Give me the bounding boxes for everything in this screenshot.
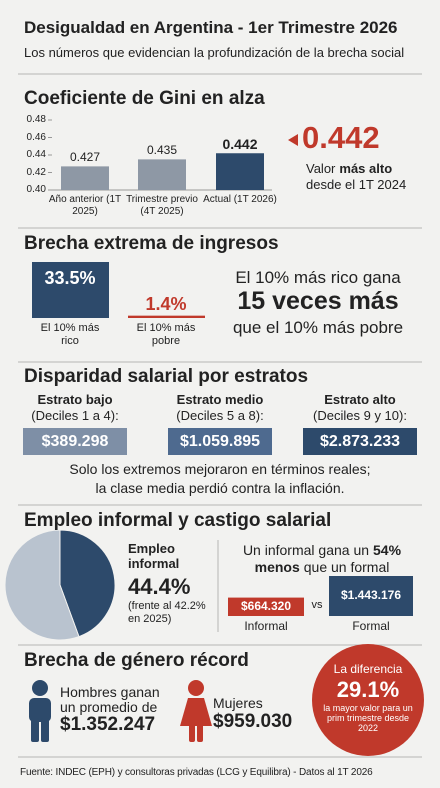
- bar: [61, 166, 109, 190]
- headline-text: que un formal: [303, 559, 390, 575]
- section-title: Brecha extrema de ingresos: [24, 233, 279, 254]
- headline-text: Un informal gana un: [242, 542, 370, 558]
- y-tick-label: 0.40: [26, 184, 46, 195]
- women-label: Mujeres: [213, 695, 263, 711]
- title: Desigualdad en Argentina - 1er Trimestre…: [24, 18, 398, 37]
- pie-slice: [59, 529, 116, 638]
- bar: [216, 153, 264, 190]
- bar: [329, 576, 413, 616]
- callout-text: Valor: [306, 161, 336, 176]
- x-tick-label: Informal: [244, 619, 288, 633]
- value-label: 44.4%: [128, 574, 191, 599]
- callout-bold: más alto: [339, 161, 393, 176]
- badge-value: 29.1%: [336, 677, 400, 702]
- stratum-name: Estrato medio: [176, 392, 264, 407]
- y-tick-label: 0.48: [26, 114, 46, 125]
- callout-arrow: [288, 134, 298, 146]
- headline-bold: menos: [254, 559, 300, 575]
- stratum-deciles: (Deciles 9 y 10):: [313, 408, 407, 423]
- stratum-name: Estrato alto: [324, 392, 396, 407]
- callout-bold: 15 veces más: [237, 287, 399, 315]
- x-tick-label: Actual (1T 2026): [203, 194, 277, 205]
- footer: Fuente: INDEC (EPH) y consultoras privad…: [20, 767, 373, 778]
- note: (frente al 42.2% en 2025): [128, 600, 206, 625]
- subtitle: Los números que evidencian la profundiza…: [24, 45, 405, 60]
- value-label: 1.4%: [145, 293, 187, 314]
- x-tick-label: Trimestre previo (4T 2025): [126, 194, 198, 217]
- callout-text: desde el 1T 2024: [306, 177, 407, 192]
- value-label: 0.442: [222, 136, 258, 153]
- stratum-name: Estrato bajo: [37, 392, 113, 407]
- separators: [18, 73, 422, 758]
- male-icon: [29, 680, 51, 742]
- value-box: [168, 428, 272, 455]
- y-tick-label: 0.42: [26, 166, 46, 178]
- legend-label: Empleo informal: [128, 541, 180, 571]
- callout-line: Valor más alto: [306, 161, 393, 177]
- section-title: Disparidad salarial por estratos: [24, 366, 309, 387]
- headline-bold: 54%: [373, 542, 402, 558]
- stratum-deciles: (Deciles 1 a 4):: [31, 408, 119, 423]
- x-tick-label: El 10% más rico: [40, 322, 100, 347]
- y-tick-label: 0.46: [26, 131, 46, 143]
- value-box: [303, 428, 417, 455]
- badge-note: la mayor valor para un prim trimestre de…: [323, 703, 413, 733]
- x-tick-label: Año anterior (1T 2025): [48, 194, 122, 217]
- callout-text: El 10% más rico gana: [235, 268, 401, 287]
- section-title: Brecha de género récord: [24, 650, 249, 671]
- stratum-value: $1.059.895: [179, 433, 261, 450]
- pie-slice: [4, 529, 80, 641]
- headline: menos que un formal: [217, 559, 427, 575]
- bar: [128, 315, 205, 318]
- separator-text: vs: [311, 599, 323, 611]
- section-title: Coeficiente de Gini en alza: [24, 88, 265, 109]
- bar: [32, 262, 109, 318]
- bar: [138, 159, 186, 190]
- section-title: Empleo informal y castigo salarial: [24, 510, 332, 531]
- value-label: 0.427: [69, 150, 101, 165]
- note: Solo los extremos mejoraron en términos …: [69, 461, 371, 477]
- women-value: $959.030: [213, 711, 293, 732]
- men-label: Hombres ganan: [60, 684, 160, 700]
- x-tick-label: El 10% más pobre: [136, 322, 196, 347]
- value-label: 33.5%: [44, 268, 96, 288]
- bar: [228, 597, 304, 616]
- x-tick-label: Formal: [352, 619, 390, 633]
- female-icon: [180, 680, 212, 742]
- y-tick-label: 0.44: [26, 149, 46, 160]
- men-value: $1.352.247: [60, 714, 156, 735]
- stratum-value: $389.298: [41, 433, 109, 450]
- stratum-value: $2.873.233: [319, 433, 401, 450]
- callout-text: que el 10% más pobre: [232, 318, 404, 337]
- note: la clase media perdió contra la inflació…: [95, 480, 345, 496]
- men-label: un promedio de: [60, 699, 158, 715]
- value-box: [23, 428, 127, 455]
- badge-lead: La diferencia: [333, 662, 403, 676]
- stratum-deciles: (Deciles 5 a 8):: [176, 408, 264, 423]
- value-label: $664.320: [240, 598, 292, 613]
- value-label: $1.443.176: [340, 588, 402, 602]
- value-label: 0.435: [146, 143, 178, 158]
- badge-circle: [312, 644, 424, 756]
- headline: Un informal gana un 54%: [217, 542, 427, 558]
- callout-value: 0.442: [302, 120, 380, 155]
